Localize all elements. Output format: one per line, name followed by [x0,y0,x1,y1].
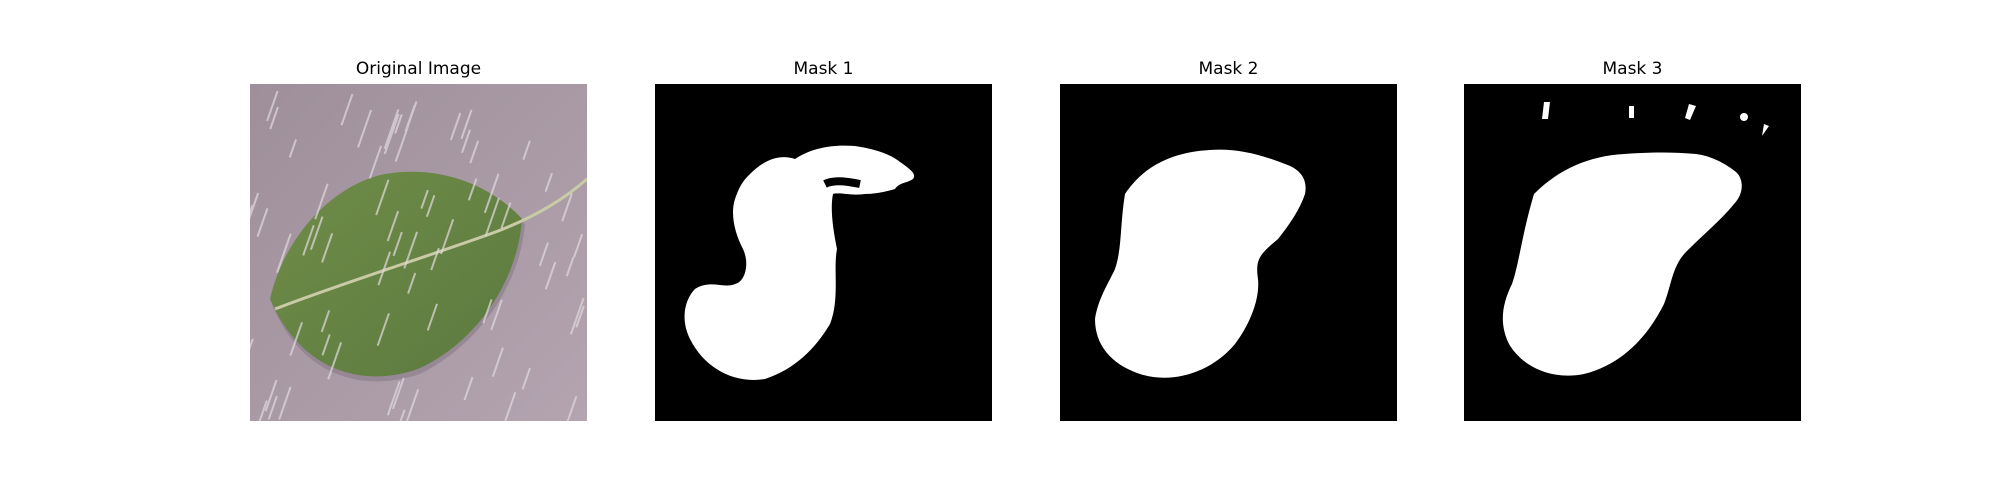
leaf-shape [270,171,522,377]
panel-title: Mask 3 [1602,59,1663,79]
panel-title: Mask 2 [1198,59,1259,79]
panel-title: Original Image [355,59,482,79]
panel-title: Mask 1 [793,59,854,79]
mask-image [1464,84,1801,421]
leaf-photo [250,84,587,421]
mask-image [1060,84,1397,421]
mask-image [655,84,992,421]
